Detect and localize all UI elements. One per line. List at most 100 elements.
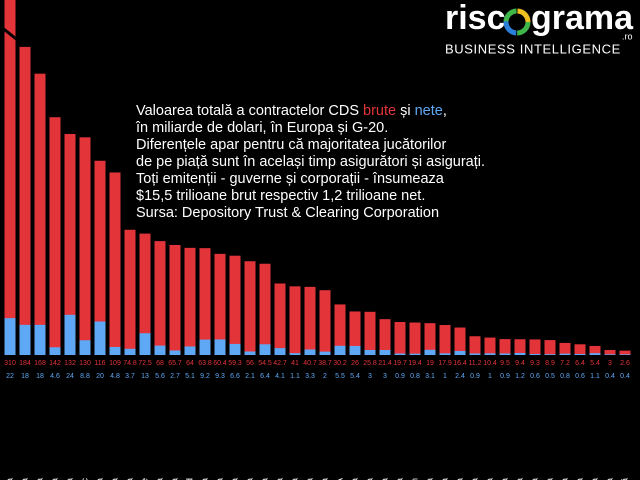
gross-bar — [379, 319, 391, 355]
x-tick-label: Kazahstan — [410, 478, 421, 480]
net-bar — [214, 339, 226, 355]
gross-bar — [19, 46, 31, 356]
value-label: 5.5 — [335, 373, 345, 380]
gross-bar — [499, 339, 511, 355]
gross-bar — [604, 349, 616, 355]
value-label: 8.9 — [545, 360, 555, 367]
net-bar — [289, 353, 301, 355]
net-bar — [454, 350, 466, 355]
gross-bar — [319, 290, 331, 355]
value-label: 19 — [426, 360, 434, 367]
x-tick-label: Croația — [545, 477, 556, 480]
net-bar — [64, 314, 76, 355]
value-label: 1 — [488, 373, 492, 380]
gross-bar — [169, 244, 181, 355]
net-bar — [409, 353, 421, 355]
value-label: 4.1 — [275, 373, 285, 380]
value-label: 11.2 — [468, 360, 481, 367]
value-label: 9.2 — [200, 373, 210, 380]
logo-left: risc — [445, 0, 506, 37]
value-label: 4.8 — [110, 373, 120, 380]
value-label: 3.1 — [425, 373, 435, 380]
x-tick-label: Franța — [65, 477, 76, 480]
value-label: 5.4 — [590, 360, 600, 367]
gross-bar — [199, 248, 211, 355]
value-label: 168 — [34, 360, 46, 367]
value-label: 56 — [246, 360, 254, 367]
net-bar — [244, 351, 256, 355]
value-label: 116 — [94, 360, 105, 367]
gross-bar — [454, 327, 466, 355]
title-text: , — [443, 103, 447, 119]
title-line: în miliarde de dolari, în Europa și G-20… — [135, 120, 388, 136]
value-label: 5.4 — [350, 373, 360, 380]
x-tick-label: Bulgaria — [395, 477, 406, 480]
value-label: 10.4 — [483, 360, 497, 367]
value-label: 1.1 — [290, 373, 300, 380]
x-tick-label: Ucraina — [290, 477, 301, 480]
value-label: 54.5 — [258, 360, 272, 367]
net-bar — [424, 349, 436, 355]
value-label: 59.3 — [228, 360, 242, 367]
value-label: 0.8 — [560, 373, 570, 380]
gross-bar — [229, 255, 241, 355]
value-label: 64 — [186, 360, 194, 367]
gross-bar — [529, 339, 541, 355]
x-tick-label: Slovenia — [590, 477, 601, 480]
net-bar — [514, 352, 526, 355]
value-label: 26 — [351, 360, 359, 367]
net-bar — [79, 340, 91, 355]
gross-bar — [439, 325, 451, 355]
logo-ring — [503, 8, 531, 36]
gross-bar — [349, 311, 361, 355]
x-tick-label: Irlanda — [275, 477, 286, 480]
value-label: 1.1 — [590, 373, 600, 380]
gross-bar — [304, 286, 316, 355]
net-bar — [229, 343, 241, 355]
legend-nete: nete — [415, 103, 443, 119]
net-bar — [19, 324, 31, 355]
source: Sursa: Depository Trust & Clearing Corpo… — [136, 205, 439, 221]
x-tick-label: Polonia — [320, 477, 331, 480]
net-bar — [274, 348, 286, 355]
value-label: 7.2 — [560, 360, 570, 367]
value-label: 74.8 — [123, 360, 137, 367]
value-label: 68 — [156, 360, 164, 367]
net-bar — [124, 348, 136, 355]
value-label: 21.4 — [378, 360, 392, 367]
value-label: 0.4 — [605, 373, 615, 380]
value-label: 18 — [36, 373, 44, 380]
net-bar — [199, 339, 211, 355]
value-label: 60.4 — [213, 360, 227, 367]
value-label: 0.5 — [545, 373, 555, 380]
value-label: 0.6 — [575, 373, 585, 380]
x-tick-label: Danemarca — [425, 477, 436, 480]
gross-bar — [244, 261, 256, 355]
x-tick-label: Finlanda — [455, 477, 466, 480]
value-label: 2.6 — [620, 360, 630, 367]
value-label: 1 — [443, 373, 447, 380]
value-label: 19.7 — [393, 360, 407, 367]
net-bar — [604, 354, 616, 355]
x-tick-label: Rusia — [110, 477, 121, 480]
logo-domain: .ro — [622, 31, 633, 41]
value-label: 2.4 — [455, 373, 465, 380]
value-label: 25.8 — [363, 360, 377, 367]
value-label: 0.4 — [620, 373, 630, 380]
value-label: 109 — [109, 360, 121, 367]
value-label: 0.9 — [500, 373, 510, 380]
net-bar — [319, 351, 331, 355]
x-tick-label: Turcia — [50, 477, 61, 480]
value-label: 3 — [368, 373, 372, 380]
x-tick-label: Marea Britanie — [140, 478, 151, 480]
x-tick-label: Ungaria — [170, 477, 181, 480]
value-label: 5.6 — [155, 373, 165, 380]
value-label: 40.7 — [303, 360, 317, 367]
gross-bar — [154, 241, 166, 355]
net-bar — [154, 345, 166, 355]
gross-bar — [559, 342, 571, 355]
value-label: 30.2 — [333, 360, 347, 367]
